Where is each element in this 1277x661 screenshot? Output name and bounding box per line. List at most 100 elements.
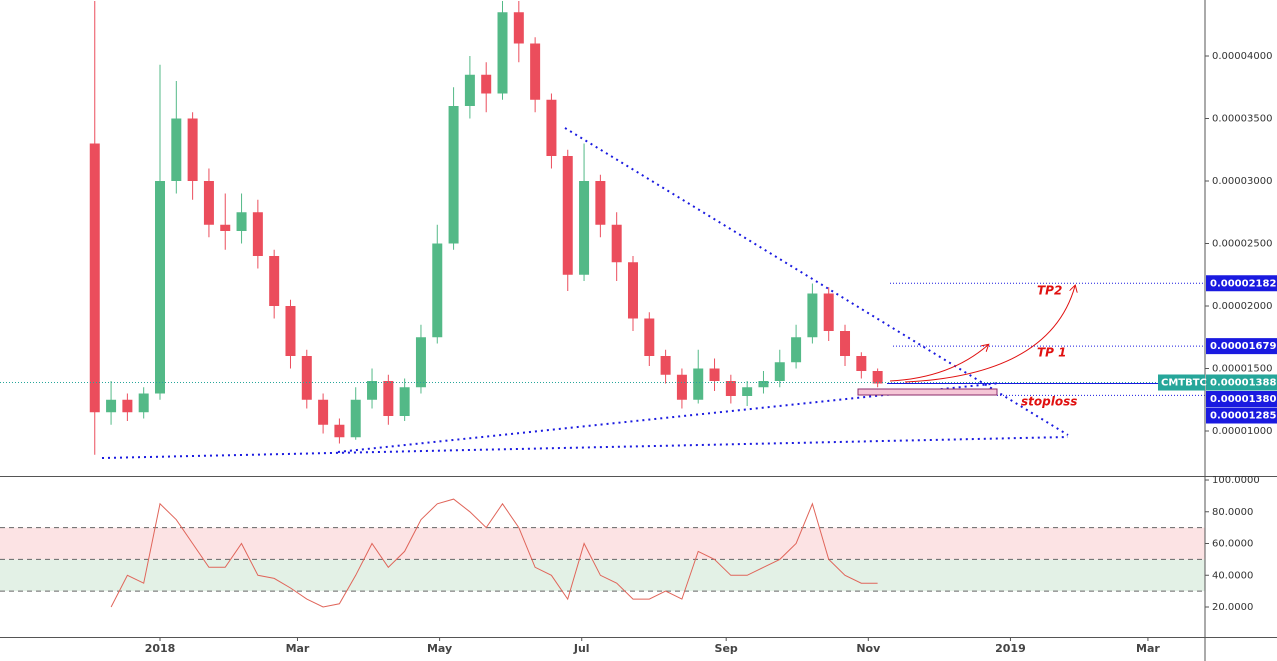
x-tick-label: Jul: [573, 642, 590, 655]
price-marker-label: 0.00001380: [1210, 394, 1276, 405]
rsi-tick-label: 40.0000: [1212, 570, 1253, 581]
y-tick-label: 0.00001000: [1212, 426, 1272, 437]
symbol-label: CMTBTC: [1161, 378, 1207, 389]
arrow: [889, 345, 988, 382]
y-tick-label: 0.00001500: [1212, 364, 1272, 375]
candle-body: [122, 399, 133, 413]
candle-body: [497, 12, 508, 94]
candle-body: [562, 156, 573, 275]
rsi-pane: [110, 498, 878, 608]
y-tick-label: 0.00002500: [1212, 239, 1272, 250]
candle-body: [791, 337, 802, 363]
candle-body: [530, 43, 541, 100]
candle-body: [171, 118, 182, 181]
rsi-background: [0, 527, 1205, 592]
candle-body: [872, 371, 883, 384]
x-tick-label: May: [427, 642, 452, 655]
candle-body: [464, 74, 475, 106]
symbol-tag: [1158, 374, 1205, 391]
candle-body: [448, 106, 459, 244]
x-tick-label: Sep: [715, 642, 738, 655]
candle-body: [203, 181, 214, 225]
rsi-tick-label: 100.0000: [1212, 475, 1260, 486]
x-tick-label: 2018: [145, 642, 176, 655]
price-marker-label: 0.00001285: [1210, 411, 1276, 422]
annotation: TP 1: [1037, 346, 1067, 360]
rsi-tick-label: 20.0000: [1212, 602, 1253, 613]
candle-body: [138, 393, 149, 413]
candle-body: [269, 256, 280, 306]
candle-body: [627, 262, 638, 319]
candle-body: [334, 424, 345, 438]
candle-body: [742, 387, 753, 396]
candle-body: [758, 381, 769, 388]
candle-body: [301, 356, 312, 400]
candle-body: [513, 12, 524, 44]
candle-body: [106, 399, 117, 413]
drawings: TP2 TP 1 stoploss: [101, 127, 1077, 459]
price-marker-label: 0.00001679: [1210, 341, 1276, 352]
rsi-band: [0, 527, 1205, 560]
candle-body: [774, 362, 785, 381]
y-tick-label: 0.00004000: [1212, 51, 1272, 62]
trendline: [564, 127, 1069, 436]
candle-body: [693, 368, 704, 400]
candle-body: [546, 99, 557, 156]
candle-body: [383, 381, 394, 416]
rsi-tick-label: 60.0000: [1212, 539, 1253, 550]
x-tick-label: Mar: [286, 642, 310, 655]
annotation: TP2: [1037, 284, 1062, 298]
trendline: [101, 436, 1069, 459]
candle-body: [367, 381, 378, 400]
candle-body: [415, 337, 426, 388]
x-tick-label: Mar: [1136, 642, 1160, 655]
candle-body: [840, 331, 851, 356]
candle-body: [856, 356, 867, 371]
candle-body: [236, 212, 247, 231]
candle-body: [432, 243, 443, 338]
candle-body: [350, 399, 361, 438]
candle-body: [187, 118, 198, 181]
price-marker-label: 0.00001388: [1210, 378, 1276, 389]
candle-body: [252, 212, 263, 256]
candle-body: [89, 143, 100, 413]
candle-body: [595, 181, 606, 225]
candle-body: [611, 224, 622, 263]
candle-body: [676, 374, 687, 400]
candle-body: [660, 356, 671, 375]
candle-body: [644, 318, 655, 356]
price-marker: [1206, 407, 1277, 424]
price-marker: [1206, 374, 1277, 391]
candle-body: [318, 399, 329, 425]
rsi-band: [0, 559, 1205, 592]
price-pane: [0, 1, 1205, 455]
candle-body: [579, 181, 590, 275]
candle-body: [725, 381, 736, 396]
y-tick-label: 0.00002000: [1212, 301, 1272, 312]
y-tick-label: 0.00003000: [1212, 176, 1272, 187]
price-marker-label: 0.00002182: [1210, 278, 1276, 289]
x-tick-label: Nov: [856, 642, 881, 655]
candle-body: [807, 293, 818, 338]
price-marker: [1206, 275, 1277, 292]
arrow: [904, 286, 1075, 383]
candle-body: [823, 293, 834, 331]
price-marker: [1206, 338, 1277, 355]
x-tick-label: 2019: [995, 642, 1026, 655]
rsi-line: [110, 498, 878, 608]
candle-body: [481, 74, 492, 94]
rsi-tick-label: 80.0000: [1212, 507, 1253, 518]
candle-body: [399, 387, 410, 416]
annotation: stoploss: [1021, 395, 1077, 409]
price-markers: 0.000021820.000016790.00001388CMTBTC0.00…: [1158, 275, 1277, 424]
grid: [1205, 55, 1209, 608]
stoploss-zone: [857, 388, 998, 396]
candle-body: [709, 368, 720, 381]
candle-body: [155, 181, 166, 394]
candle-body: [285, 306, 296, 356]
candle-body: [220, 224, 231, 231]
y-tick-label: 0.00003500: [1212, 114, 1272, 125]
